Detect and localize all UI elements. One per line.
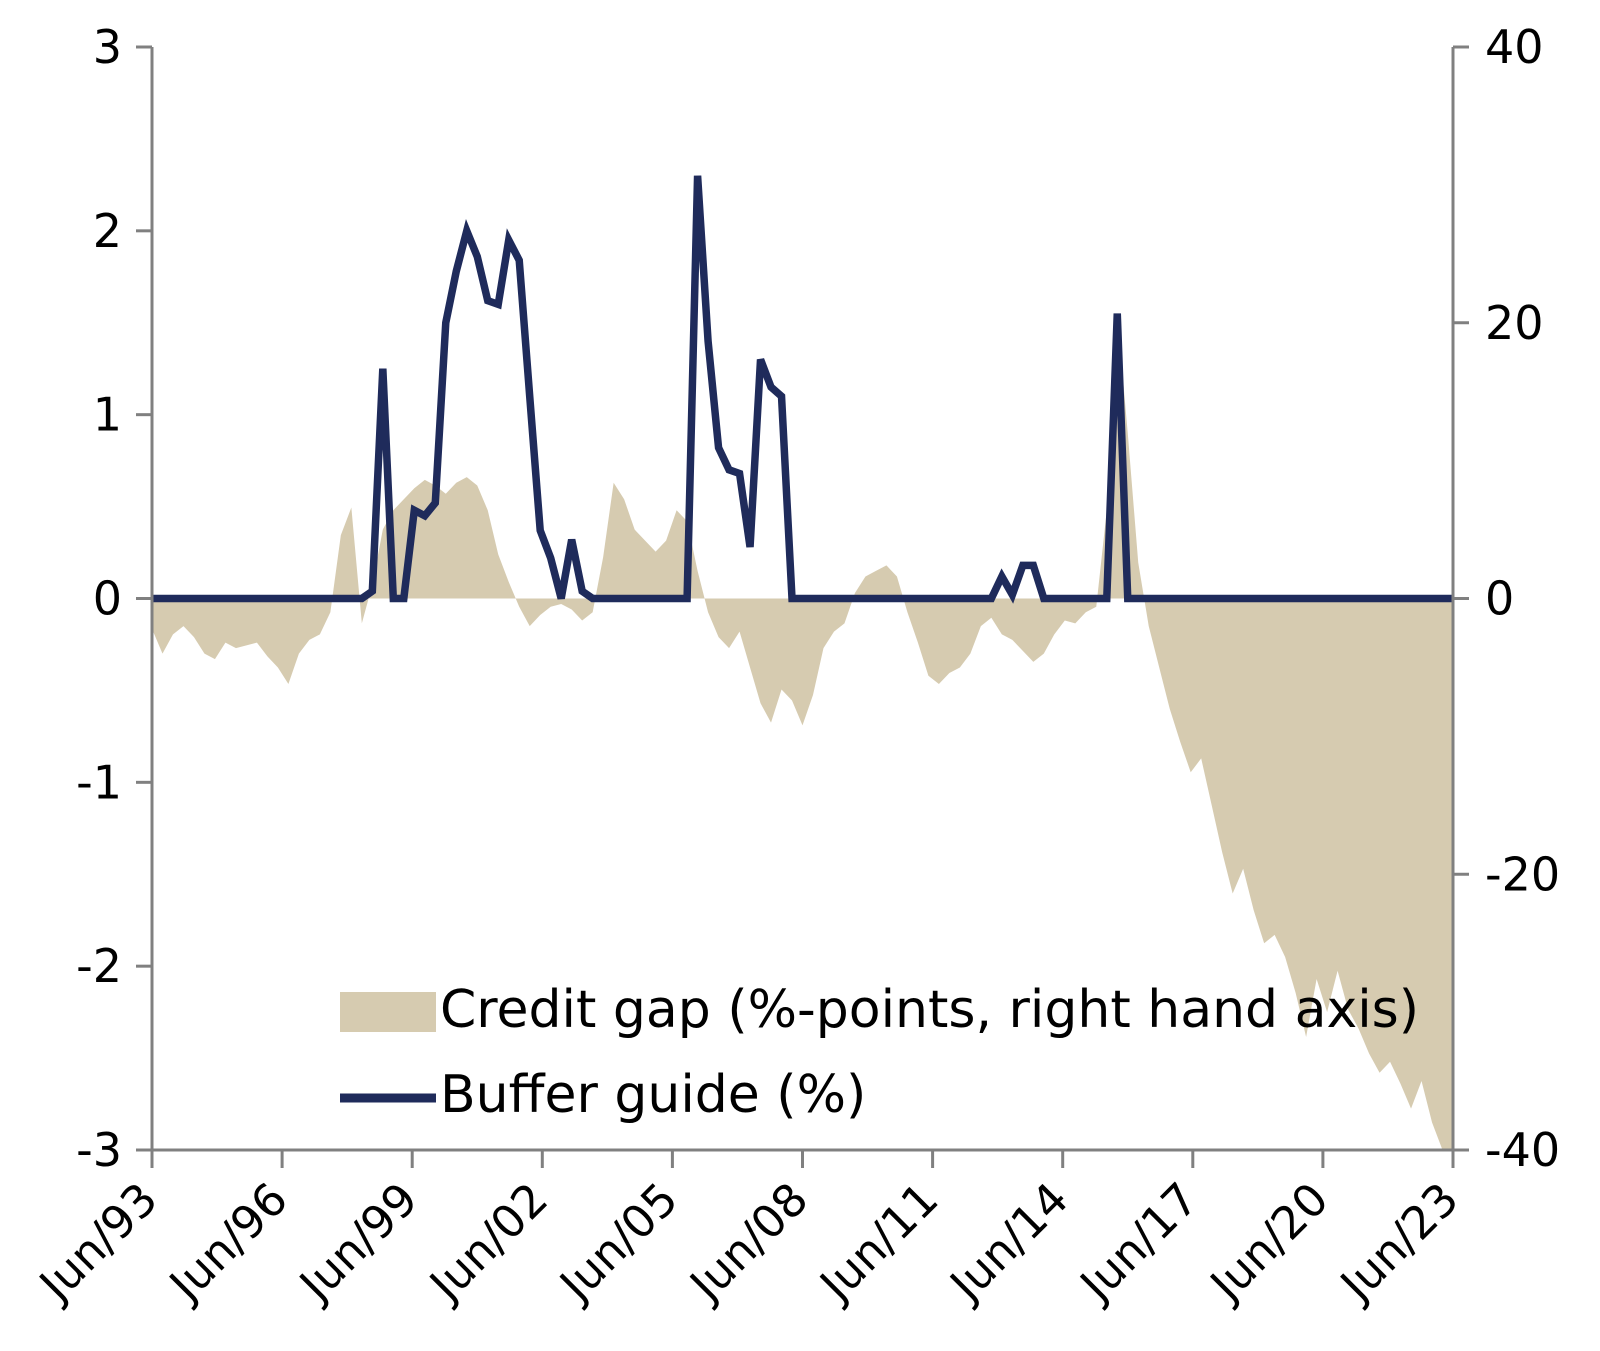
left-axis-tick-label: -1 xyxy=(76,755,122,809)
left-axis-tick-label: 1 xyxy=(93,388,122,442)
legend-label-buffer-guide: Buffer guide (%) xyxy=(440,1065,866,1125)
buffer-guide-line xyxy=(152,175,1453,604)
legend-swatch-credit-gap xyxy=(340,992,436,1032)
right-axis-tick-label: 0 xyxy=(1485,572,1514,626)
left-axis-tick-label: -2 xyxy=(76,939,122,993)
axes-group xyxy=(136,45,1469,1168)
right-axis-tick-label: -20 xyxy=(1485,847,1560,901)
left-axis-tick-label: 0 xyxy=(93,572,122,626)
left-axis-tick-label: 3 xyxy=(93,20,122,74)
left-axis-tick-label: 2 xyxy=(93,204,122,258)
right-axis-tick-label: -40 xyxy=(1485,1123,1560,1177)
left-axis-tick-label: -3 xyxy=(76,1123,122,1177)
plot-area xyxy=(152,175,1453,1150)
chart-legend: Credit gap (%-points, right hand axis) Bu… xyxy=(340,980,1419,1125)
right-axis-tick-label: 40 xyxy=(1485,20,1544,74)
legend-label-credit-gap: Credit gap (%-points, right hand axis) xyxy=(440,980,1419,1040)
right-axis-tick-label: 20 xyxy=(1485,296,1544,350)
